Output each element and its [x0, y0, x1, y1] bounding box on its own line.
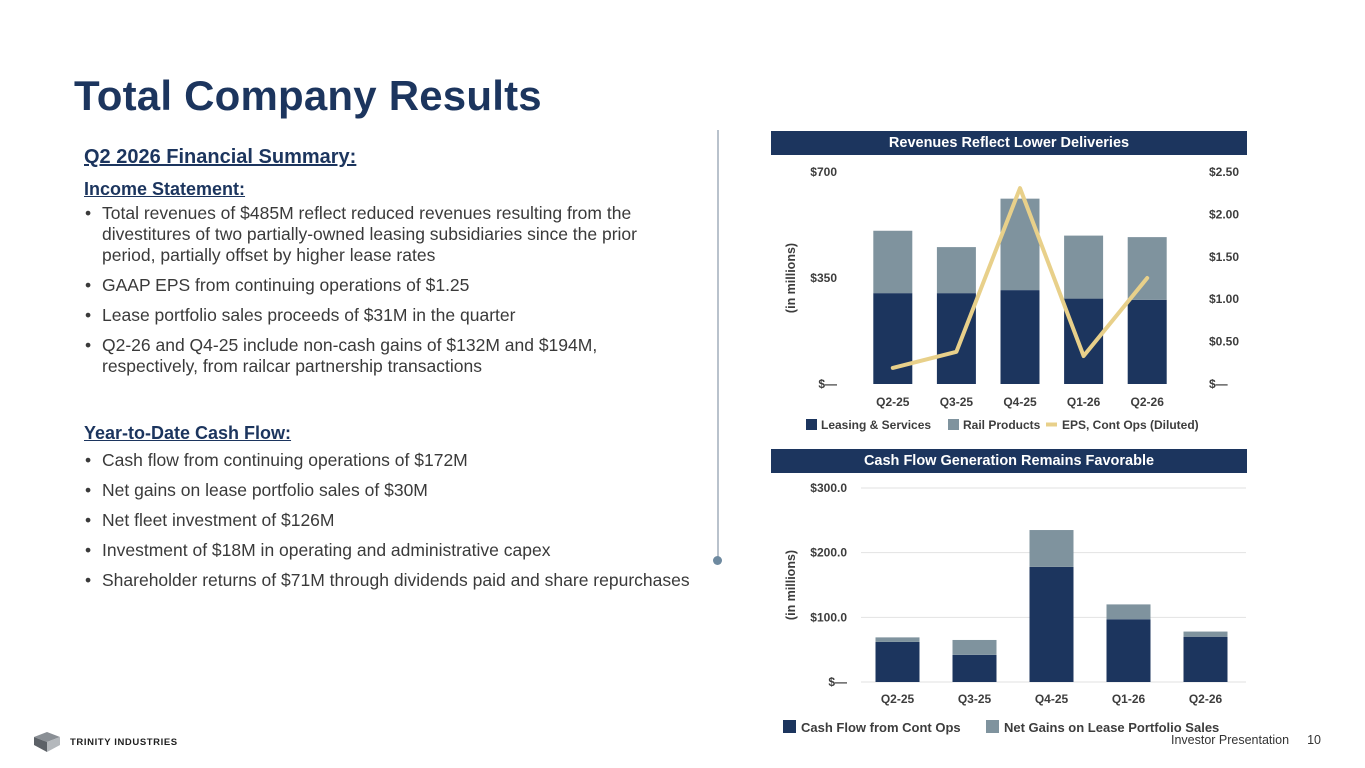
x-tick-label: Q2-25 [876, 395, 910, 409]
list-item: Investment of $18M in operating and admi… [84, 540, 694, 561]
income-bullets: Total revenues of $485M reflect reduced … [84, 203, 694, 377]
bar-leasing-q3-25 [936, 293, 976, 384]
revenue-chart-title: Revenues Reflect Lower Deliveries [771, 131, 1247, 155]
y2-tick-label: $2.00 [1209, 207, 1239, 221]
y-tick-label: $— [828, 675, 847, 689]
list-item: Net fleet investment of $126M [84, 510, 694, 531]
bar-rail-q2-25 [873, 230, 913, 294]
list-item: Cash flow from continuing operations of … [84, 450, 694, 471]
bar-leasing-q4-25 [1000, 290, 1040, 384]
bar-cashflow-q2-26 [1183, 636, 1228, 682]
x-tick-label: Q4-25 [1003, 395, 1037, 409]
summary-heading: Q2 2026 Financial Summary: [84, 146, 357, 168]
legend-swatch-rail [948, 419, 959, 430]
y2-tick-label: $1.50 [1209, 250, 1239, 264]
list-item: Shareholder returns of $71M through divi… [84, 570, 694, 591]
y-axis-label: (in millions) [784, 243, 798, 313]
bar-rail-q1-26 [1064, 235, 1104, 299]
legend-label: Rail Products [963, 418, 1041, 432]
bar-netgains-q2-25 [875, 637, 920, 642]
legend-label: Net Gains on Lease Portfolio Sales [1004, 720, 1219, 735]
footer-label: Investor Presentation [1170, 733, 1290, 747]
legend-swatch-leasing [806, 419, 817, 430]
financial-summary: Q2 2026 Financial Summary: Income Statem… [84, 146, 694, 600]
income-heading: Income Statement: [84, 179, 246, 199]
x-tick-label: Q2-25 [881, 692, 915, 706]
cashflow-bullets: Cash flow from continuing operations of … [84, 450, 694, 591]
x-tick-label: Q4-25 [1035, 692, 1069, 706]
page-title: Total Company Results [74, 72, 542, 119]
legend-label: Cash Flow from Cont Ops [801, 720, 961, 735]
x-tick-label: Q3-25 [940, 395, 974, 409]
revenue-chart: $— $350 $700 $— $0.50 $1.00 $1.50 $2.00 $2.50 (in… [784, 165, 1239, 432]
y-tick-label: $300.0 [810, 481, 847, 495]
legend-swatch-cashflow [783, 720, 796, 733]
cashflow-chart: $— $100.0 $200.0 $300.0 (in millions) Q2-25 Q3… [783, 481, 1246, 735]
y2-tick-label: $— [1209, 377, 1228, 391]
bar-leasing-q2-26 [1127, 299, 1167, 384]
bar-rail-q2-26 [1127, 237, 1167, 300]
trinity-logo-icon [34, 732, 60, 752]
brand-name: TRINITY INDUSTRIES [70, 736, 178, 748]
bar-cashflow-q2-25 [875, 641, 920, 682]
x-tick-label: Q2-26 [1131, 395, 1165, 409]
legend-swatch-netgains [986, 720, 999, 733]
bar-cashflow-q1-26 [1106, 619, 1151, 682]
x-tick-label: Q3-25 [958, 692, 992, 706]
vertical-divider [717, 130, 719, 560]
bar-netgains-q2-26 [1183, 631, 1228, 637]
x-tick-label: Q1-26 [1112, 692, 1146, 706]
legend-label: EPS, Cont Ops (Diluted) [1062, 418, 1199, 432]
bar-netgains-q1-26 [1106, 604, 1151, 620]
bar-cashflow-q4-25 [1029, 566, 1074, 682]
cashflow-chart-title: Cash Flow Generation Remains Favorable [771, 449, 1247, 473]
y2-tick-label: $1.00 [1209, 292, 1239, 306]
list-item: Total revenues of $485M reflect reduced … [84, 203, 694, 266]
x-tick-label: Q2-26 [1189, 692, 1223, 706]
bar-netgains-q3-25 [952, 639, 997, 655]
bar-netgains-q4-25 [1029, 530, 1074, 567]
bar-rail-q4-25 [1000, 198, 1040, 291]
y2-tick-label: $2.50 [1209, 165, 1239, 179]
list-item: Net gains on lease portfolio sales of $3… [84, 480, 694, 501]
y-tick-label: $200.0 [810, 546, 847, 560]
y-tick-label: $100.0 [810, 610, 847, 624]
page-number: 10 [1307, 733, 1321, 747]
footer: Investor Presentation 10 [1171, 733, 1321, 747]
bar-rail-q3-25 [936, 247, 976, 294]
legend-label: Leasing & Services [821, 418, 931, 432]
list-item: Lease portfolio sales proceeds of $31M i… [84, 305, 694, 326]
divider-dot [713, 556, 722, 565]
y-tick-label: $— [818, 377, 837, 391]
list-item: Q2-26 and Q4-25 include non-cash gains o… [84, 335, 694, 377]
y-tick-label: $700 [810, 165, 837, 179]
bar-leasing-q2-25 [873, 293, 913, 384]
bar-cashflow-q3-25 [952, 654, 997, 682]
company-logo: TRINITY INDUSTRIES [32, 731, 178, 753]
y-axis-label: (in millions) [784, 550, 798, 620]
y-tick-label: $350 [810, 271, 837, 285]
cashflow-heading: Year-to-Date Cash Flow: [84, 423, 292, 443]
y2-tick-label: $0.50 [1209, 335, 1239, 349]
x-tick-label: Q1-26 [1067, 395, 1101, 409]
list-item: GAAP EPS from continuing operations of $… [84, 275, 694, 296]
